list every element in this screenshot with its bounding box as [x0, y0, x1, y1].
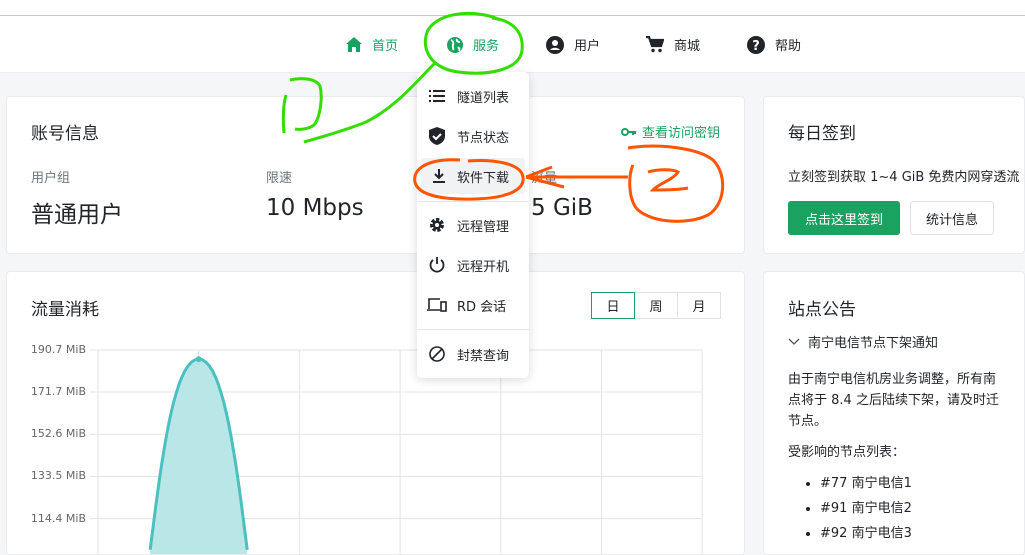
- view-key-label: 查看访问密钥: [641, 126, 720, 141]
- help-circle-icon: ?: [747, 35, 765, 54]
- power-icon: [429, 257, 445, 273]
- home-icon: [346, 37, 362, 52]
- nav-label: 首页: [372, 39, 399, 54]
- svg-text:?: ?: [752, 39, 760, 54]
- nav-help[interactable]: ? 帮助: [747, 16, 801, 73]
- key-icon: [620, 127, 636, 136]
- group-value: 普通用户: [31, 202, 123, 228]
- list-item: #92 南宁电信3: [820, 521, 1025, 546]
- group-label: 用户组: [31, 171, 71, 186]
- notice-text: 由于南宁电信机房业务调整，所有南: [788, 372, 997, 387]
- cart-icon: [646, 36, 664, 53]
- notice-text: 节点。: [788, 414, 828, 429]
- card-title: 流量消耗: [31, 300, 99, 320]
- data-point[interactable]: [195, 356, 202, 363]
- menu-item-node-status[interactable]: 节点状态: [417, 118, 529, 154]
- notice-card: 站点公告 南宁电信节点下架通知 由于南宁电信机房业务调整，所有南 点将于 8.4…: [763, 271, 1025, 555]
- menu-item-ban-query[interactable]: 封禁查询: [417, 336, 529, 372]
- menu-item-wake[interactable]: 远程开机: [417, 247, 529, 283]
- stats-button[interactable]: 统计信息: [910, 201, 994, 235]
- menu-item-rd-session[interactable]: RD 会话: [417, 287, 529, 323]
- traffic-chart: [90, 349, 703, 554]
- menu-label: 隧道列表: [457, 90, 510, 106]
- menu-item-download[interactable]: 软件下载: [421, 158, 525, 194]
- card-title: 站点公告: [788, 300, 856, 320]
- menu-label: 封禁查询: [457, 348, 510, 364]
- devices-icon: [427, 298, 447, 312]
- notice-list-title: 受影响的节点列表：: [788, 445, 906, 460]
- list-icon: [429, 90, 445, 102]
- notice-item-toggle[interactable]: 南宁电信节点下架通知: [788, 332, 938, 351]
- y-tick-label: 133.5 MiB: [30, 469, 86, 483]
- services-dropdown: 隧道列表 节点状态 软件下载 远程管理 远程开机 RD 会话 封禁查询: [417, 72, 529, 378]
- nav-label: 用户: [574, 39, 601, 54]
- nav-user[interactable]: 用户: [546, 16, 600, 73]
- range-month[interactable]: 月: [677, 292, 721, 319]
- menu-divider: [417, 329, 529, 330]
- nav-label: 商城: [674, 39, 701, 54]
- nav-home[interactable]: 首页: [346, 16, 398, 73]
- nav-label: 帮助: [775, 39, 802, 54]
- speed-label: 限速: [266, 171, 293, 186]
- y-tick-label: 152.6 MiB: [30, 427, 86, 441]
- range-day[interactable]: 日: [591, 292, 635, 319]
- notice-body: 由于南宁电信机房业务调整，所有南 点将于 8.4 之后陆续下架，请及时迁 节点。…: [788, 369, 1025, 546]
- menu-label: RD 会话: [457, 299, 507, 315]
- speed-value: 10 Mbps: [266, 195, 364, 221]
- y-tick-label: 114.4 MiB: [30, 511, 86, 525]
- traffic-value: 5 GiB: [531, 195, 593, 221]
- chevron-down-icon: [788, 338, 800, 345]
- card-title: 每日签到: [788, 124, 856, 144]
- notice-item-title: 南宁电信节点下架通知: [808, 336, 939, 351]
- menu-label: 软件下载: [457, 170, 510, 186]
- y-tick-label: 190.7 MiB: [30, 343, 86, 356]
- list-item: #77 南宁电信1: [820, 471, 1025, 496]
- checkin-button[interactable]: 点击这里签到: [788, 201, 900, 235]
- menu-label: 远程管理: [457, 219, 510, 235]
- download-icon: [433, 169, 445, 183]
- series-area: [150, 359, 248, 554]
- nav-shop[interactable]: 商城: [646, 16, 700, 73]
- user-circle-icon: [546, 35, 564, 54]
- notice-text: 点将于 8.4 之后陆续下架，请及时迁: [788, 393, 999, 408]
- list-item: #91 南宁电信2: [820, 496, 1025, 521]
- checkin-desc: 立刻签到获取 1~4 GiB 免费内网穿透流: [788, 170, 1020, 185]
- card-title: 账号信息: [31, 124, 99, 144]
- gear-icon: [430, 218, 444, 232]
- checkin-card: 每日签到 立刻签到获取 1~4 GiB 免费内网穿透流 点击这里签到 统计信息: [763, 96, 1025, 254]
- menu-item-tunnels[interactable]: 隧道列表: [417, 78, 529, 114]
- menu-label: 远程开机: [457, 259, 510, 275]
- menu-label: 节点状态: [457, 130, 510, 146]
- y-tick-label: 171.7 MiB: [30, 385, 86, 398]
- menu-item-remote-manage[interactable]: 远程管理: [417, 207, 529, 243]
- view-key-link[interactable]: 查看访问密钥: [620, 122, 720, 141]
- shield-check-icon: [429, 127, 445, 145]
- ban-icon: [429, 346, 445, 362]
- menu-divider: [417, 201, 529, 202]
